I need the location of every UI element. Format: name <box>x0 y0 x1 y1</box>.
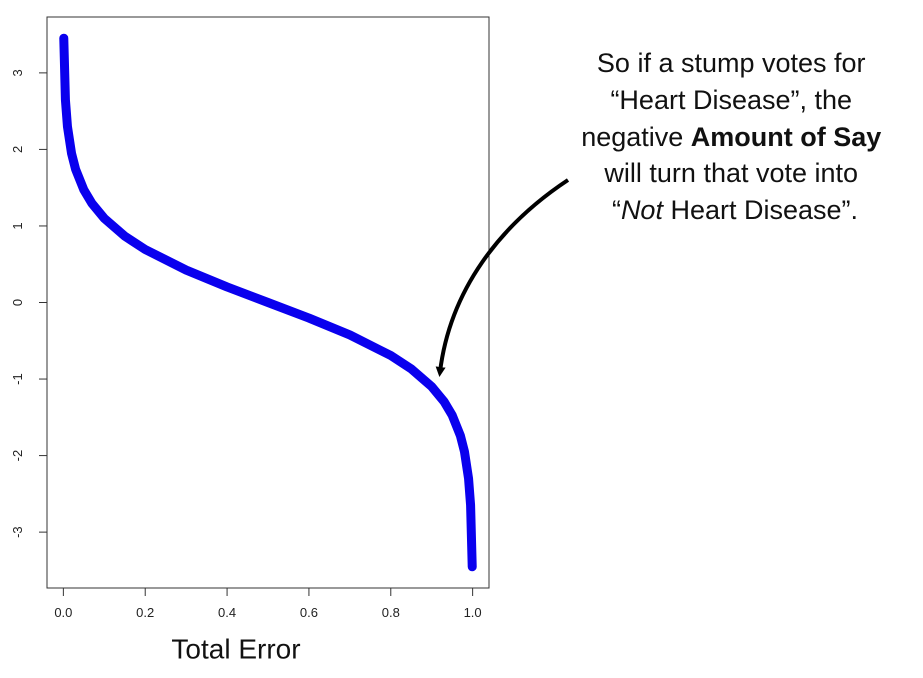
x-axis-label: Total Error <box>171 633 300 664</box>
x-tick-label: 1.0 <box>464 605 482 620</box>
y-tick-label: 3 <box>10 69 25 76</box>
annotation-text: will turn that vote into <box>603 158 858 188</box>
x-tick-label: 0.0 <box>54 605 72 620</box>
annotation-text: “Heart Disease”, the <box>610 85 852 115</box>
annotation-text: negative <box>581 122 691 152</box>
x-tick-label: 0.6 <box>300 605 318 620</box>
annotation-text: So if a stump votes for <box>597 48 866 78</box>
y-tick-label: 0 <box>10 299 25 306</box>
y-tick-label: 1 <box>10 222 25 229</box>
x-tick-label: 0.8 <box>382 605 400 620</box>
data-line <box>59 33 477 572</box>
annotation-arrow <box>435 178 570 377</box>
annotation-bold: Amount of Say <box>691 122 882 152</box>
annotation-text: Heart Disease”. <box>663 195 858 225</box>
x-tick-label: 0.2 <box>136 605 154 620</box>
annotation-text: “ <box>612 195 621 225</box>
y-tick-label: -1 <box>10 373 25 385</box>
x-tick-label: 0.4 <box>218 605 236 620</box>
y-tick-label: 2 <box>10 146 25 153</box>
plot-area: 0.0 0.2 0.4 0.6 0.8 1.0 -3 -2 -1 0 1 2 3 <box>10 33 482 620</box>
y-tick-label: -2 <box>10 450 25 462</box>
annotation-italic: Not <box>621 195 665 225</box>
y-tick-label: -3 <box>10 526 25 538</box>
annotation: So if a stump votes for “Heart Disease”,… <box>581 48 889 225</box>
